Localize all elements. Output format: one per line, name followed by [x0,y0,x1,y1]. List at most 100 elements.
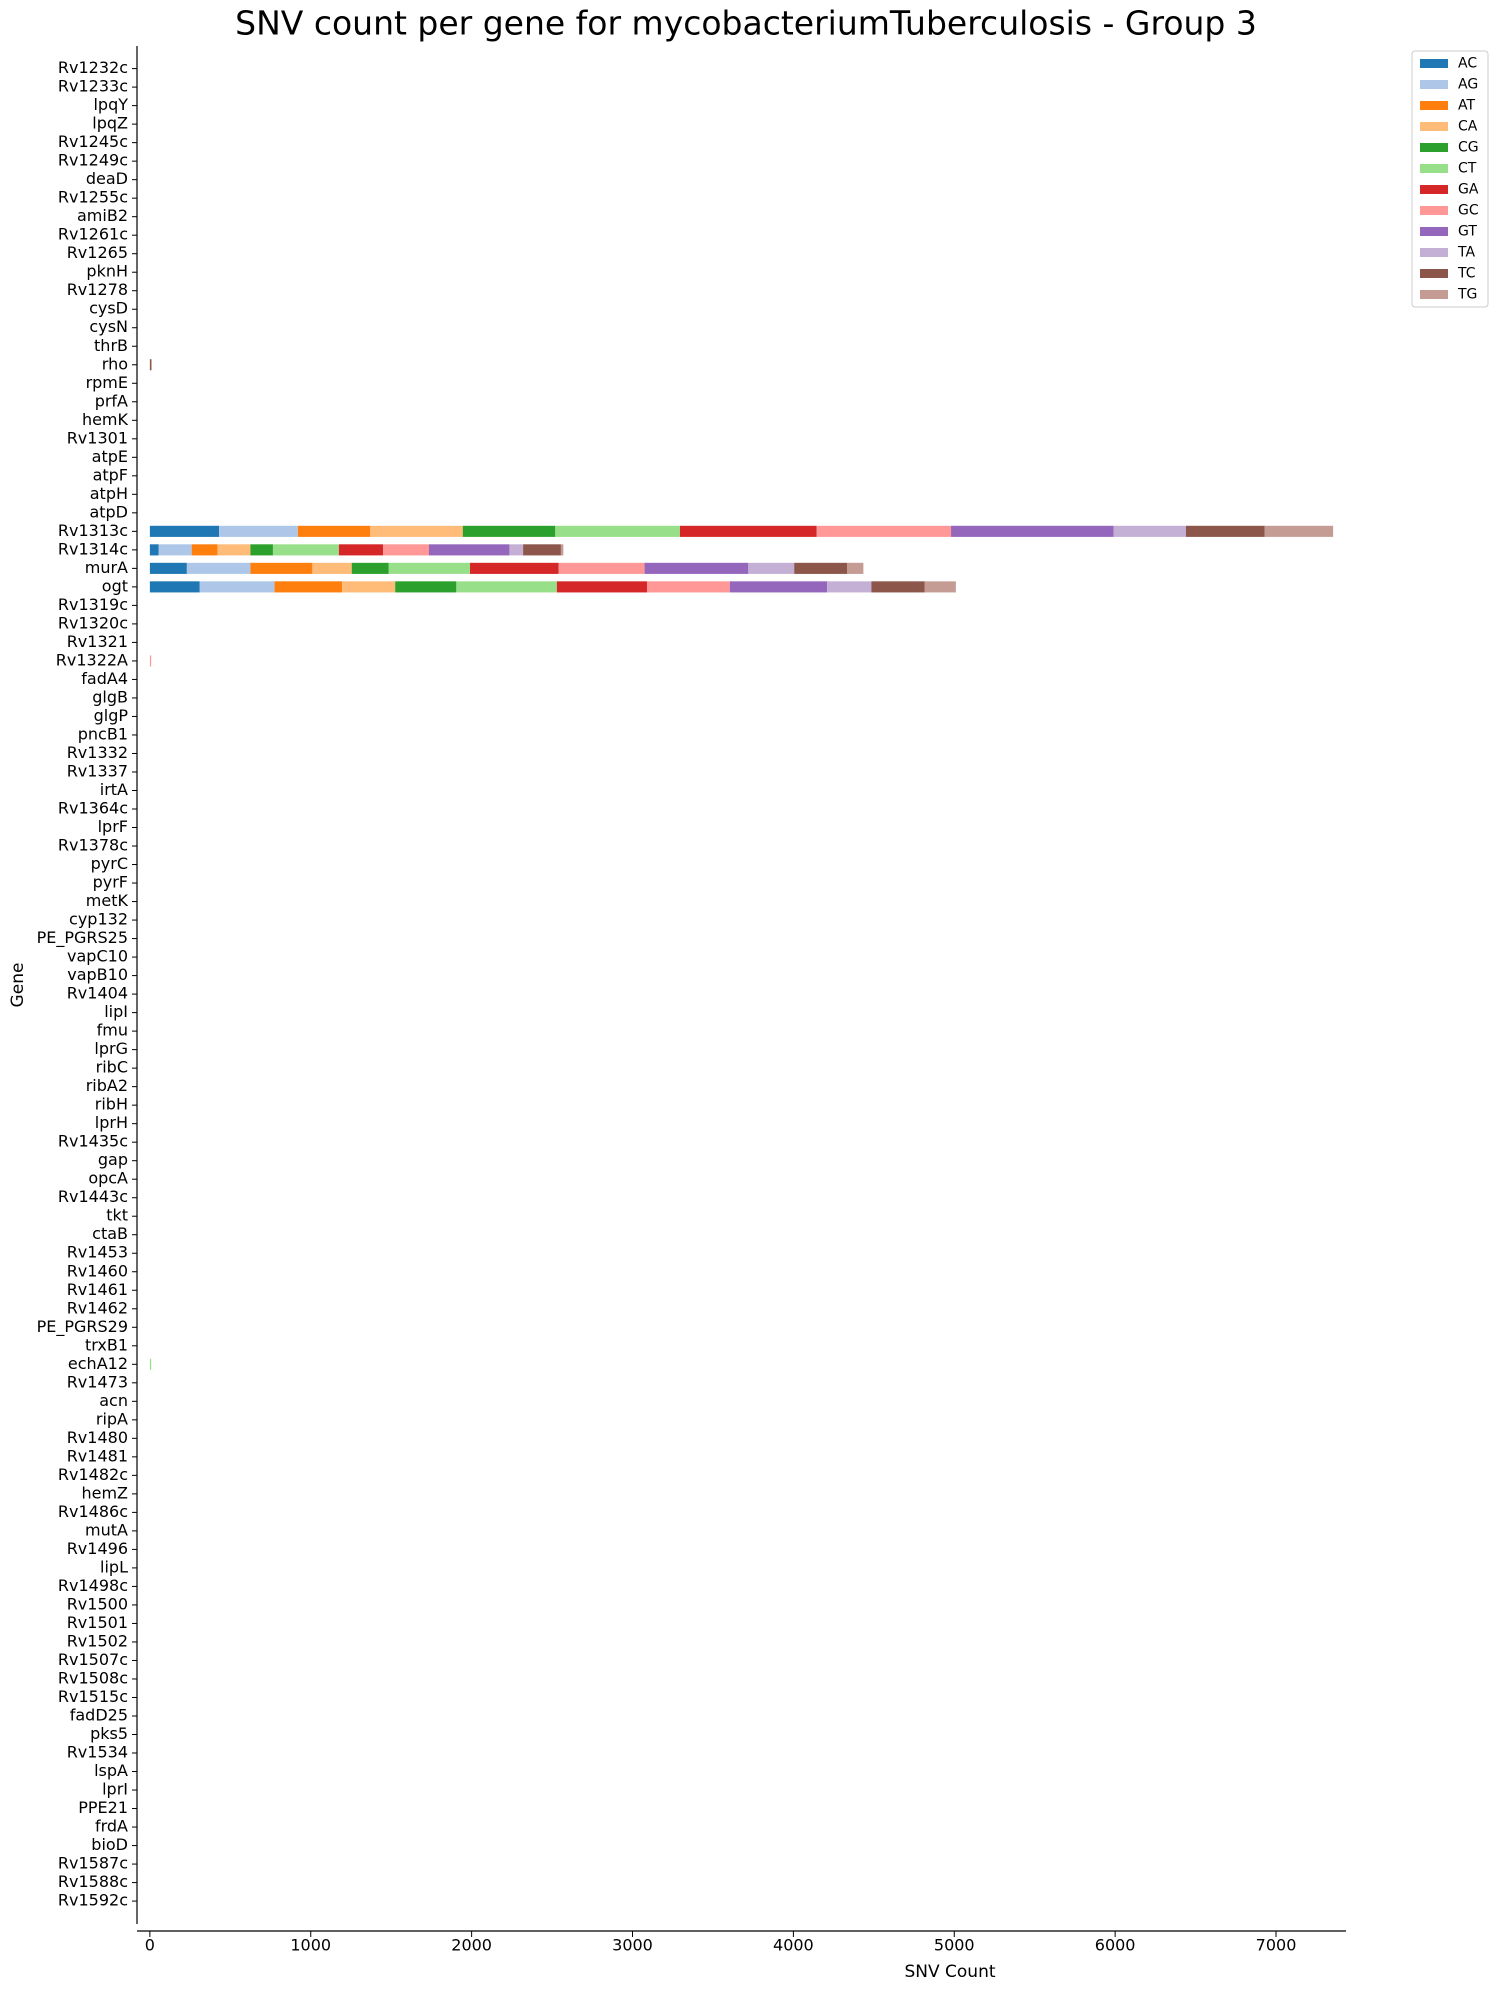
bar-segment [149,544,159,556]
y-tick-label: Rv1482c [58,1465,128,1484]
y-tick-label: pncB1 [78,724,128,743]
y-tick-label: lprH [95,1113,128,1132]
y-tick-label: deaD [86,169,128,188]
bar-segment [924,581,956,593]
y-tick-label: pknH [86,262,128,281]
bar-segment [729,581,828,593]
legend-label: AG [1458,77,1478,93]
y-tick-label: pks5 [90,1724,128,1743]
bar-segment [388,562,471,574]
y-tick-label: thrB [94,336,128,355]
legend-label: TG [1457,287,1477,303]
bar-segment [217,544,251,556]
y-tick-label: frdA [95,1817,128,1836]
y-tick-label: echA12 [68,1354,128,1373]
x-tick-label: 6000 [1095,1936,1136,1955]
y-tick-label: Rv1435c [58,1132,128,1151]
bar-segment [827,581,872,593]
y-tick-label: Rv1587c [58,1854,128,1873]
y-tick-label: Rv1232c [58,58,128,77]
x-tick-label: 5000 [934,1936,975,1955]
bar-segment [191,544,218,556]
bar-segment [383,544,429,556]
legend-label: CT [1458,161,1477,177]
y-tick-label: ogt [102,576,128,595]
legend-swatch [1420,143,1448,152]
y-tick-label: Rv1461 [67,1280,128,1299]
y-tick-label: Rv1364c [58,799,128,818]
x-tick-label: 0 [145,1936,155,1955]
bar-segment [646,581,730,593]
bar-segment [794,562,848,574]
bar-segment [250,544,273,556]
legend-swatch [1420,206,1448,215]
bar-segment [462,525,556,537]
bar-segment [1113,525,1186,537]
bar-segment [149,581,200,593]
bar-segment [555,525,680,537]
bar-segment [560,544,564,556]
y-tick-label: lipI [104,1002,128,1021]
y-tick-label: lprF [98,817,128,836]
bar-segment [351,562,389,574]
y-tick-label: tkt [106,1206,128,1225]
legend-swatch [1420,164,1448,173]
bar-segment [523,544,561,556]
y-tick-label: cysD [89,299,128,318]
y-tick-label: Rv1480 [67,1428,128,1447]
y-tick-label: vapB10 [67,965,128,984]
y-tick-label: Rv1321 [67,632,128,651]
bar-segment [679,525,817,537]
bar-segment [312,562,352,574]
x-tick-label: 1000 [290,1936,331,1955]
y-tick-label: Rv1337 [67,761,128,780]
bar-segment [149,655,152,667]
bar-segment [1185,525,1265,537]
y-tick-label: cysN [89,317,128,336]
legend-swatch [1420,227,1448,236]
y-tick-label: Rv1233c [58,77,128,96]
legend-swatch [1420,248,1448,257]
y-tick-label: Rv1404 [67,984,128,1003]
y-tick-label: vapC10 [67,947,128,966]
y-tick-label: Rv1500 [67,1594,128,1613]
bar-segment [219,525,298,537]
bar-segment [149,359,152,371]
y-tick-label: acn [99,1391,128,1410]
legend-swatch [1420,290,1448,299]
y-tick-label: lprI [102,1780,128,1799]
y-tick-label: ribC [96,1058,128,1077]
y-tick-label: Rv1534 [67,1743,128,1762]
y-tick-label: Rv1515c [58,1687,128,1706]
y-tick-label: lprG [94,1039,128,1058]
y-tick-label: Rv1462 [67,1298,128,1317]
y-tick-label: rpmE [86,373,128,392]
y-tick-label: Rv1322A [56,650,128,669]
bar-segment [149,1358,152,1370]
y-tick-label: Rv1460 [67,1261,128,1280]
bar-segment [149,525,220,537]
bar-segment [158,544,192,556]
bar-segment [186,562,251,574]
legend-frame [1411,50,1489,308]
bar-segment [149,562,187,574]
y-tick-label: opcA [88,1169,128,1188]
y-tick-label: lpqY [93,95,128,114]
legend-label: CA [1458,119,1478,135]
legend-label: TC [1457,266,1476,282]
y-tick-label: irtA [100,780,128,799]
bar-segment [428,544,510,556]
legend-label: GA [1458,182,1479,198]
y-tick-label: PE_PGRS29 [37,1317,128,1337]
bar-segment [338,544,384,556]
legend: AC AG AT CA CG CT GA GC GT TA TC TG [1411,50,1489,308]
y-tick-label: Rv1301 [67,428,128,447]
legend-label: GT [1458,224,1477,240]
y-tick-label: fadD25 [70,1705,128,1724]
y-tick-label: amiB2 [77,206,128,225]
y-tick-label: Rv1498c [58,1576,128,1595]
bar-segment [199,581,275,593]
y-tick-label: prfA [95,391,128,410]
legend-label: AT [1458,98,1475,114]
